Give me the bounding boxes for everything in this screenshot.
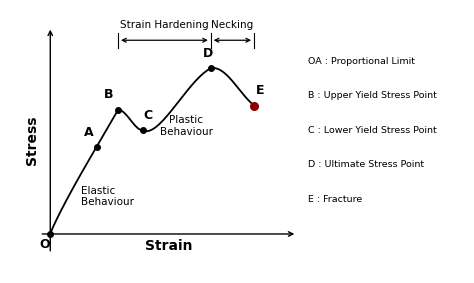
Text: Necking: Necking: [211, 20, 254, 30]
Text: Strain Hardening: Strain Hardening: [120, 20, 209, 30]
Text: Stress: Stress: [26, 116, 39, 166]
Text: C : Lower Yield Stress Point: C : Lower Yield Stress Point: [308, 126, 437, 135]
Text: E: E: [256, 84, 264, 97]
Text: Plastic
Behaviour: Plastic Behaviour: [160, 115, 212, 137]
Text: D: D: [203, 47, 213, 60]
Text: E : Fracture: E : Fracture: [308, 195, 362, 204]
Text: C: C: [144, 109, 153, 122]
Text: OA : Proportional Limit: OA : Proportional Limit: [308, 57, 415, 66]
Text: B: B: [104, 88, 114, 101]
Text: A: A: [84, 126, 94, 139]
Text: O: O: [39, 239, 50, 252]
Text: D : Ultimate Stress Point: D : Ultimate Stress Point: [308, 160, 424, 169]
Text: Elastic
Behaviour: Elastic Behaviour: [81, 186, 134, 207]
Text: B : Upper Yield Stress Point: B : Upper Yield Stress Point: [308, 91, 437, 100]
Text: Strain: Strain: [146, 239, 193, 253]
